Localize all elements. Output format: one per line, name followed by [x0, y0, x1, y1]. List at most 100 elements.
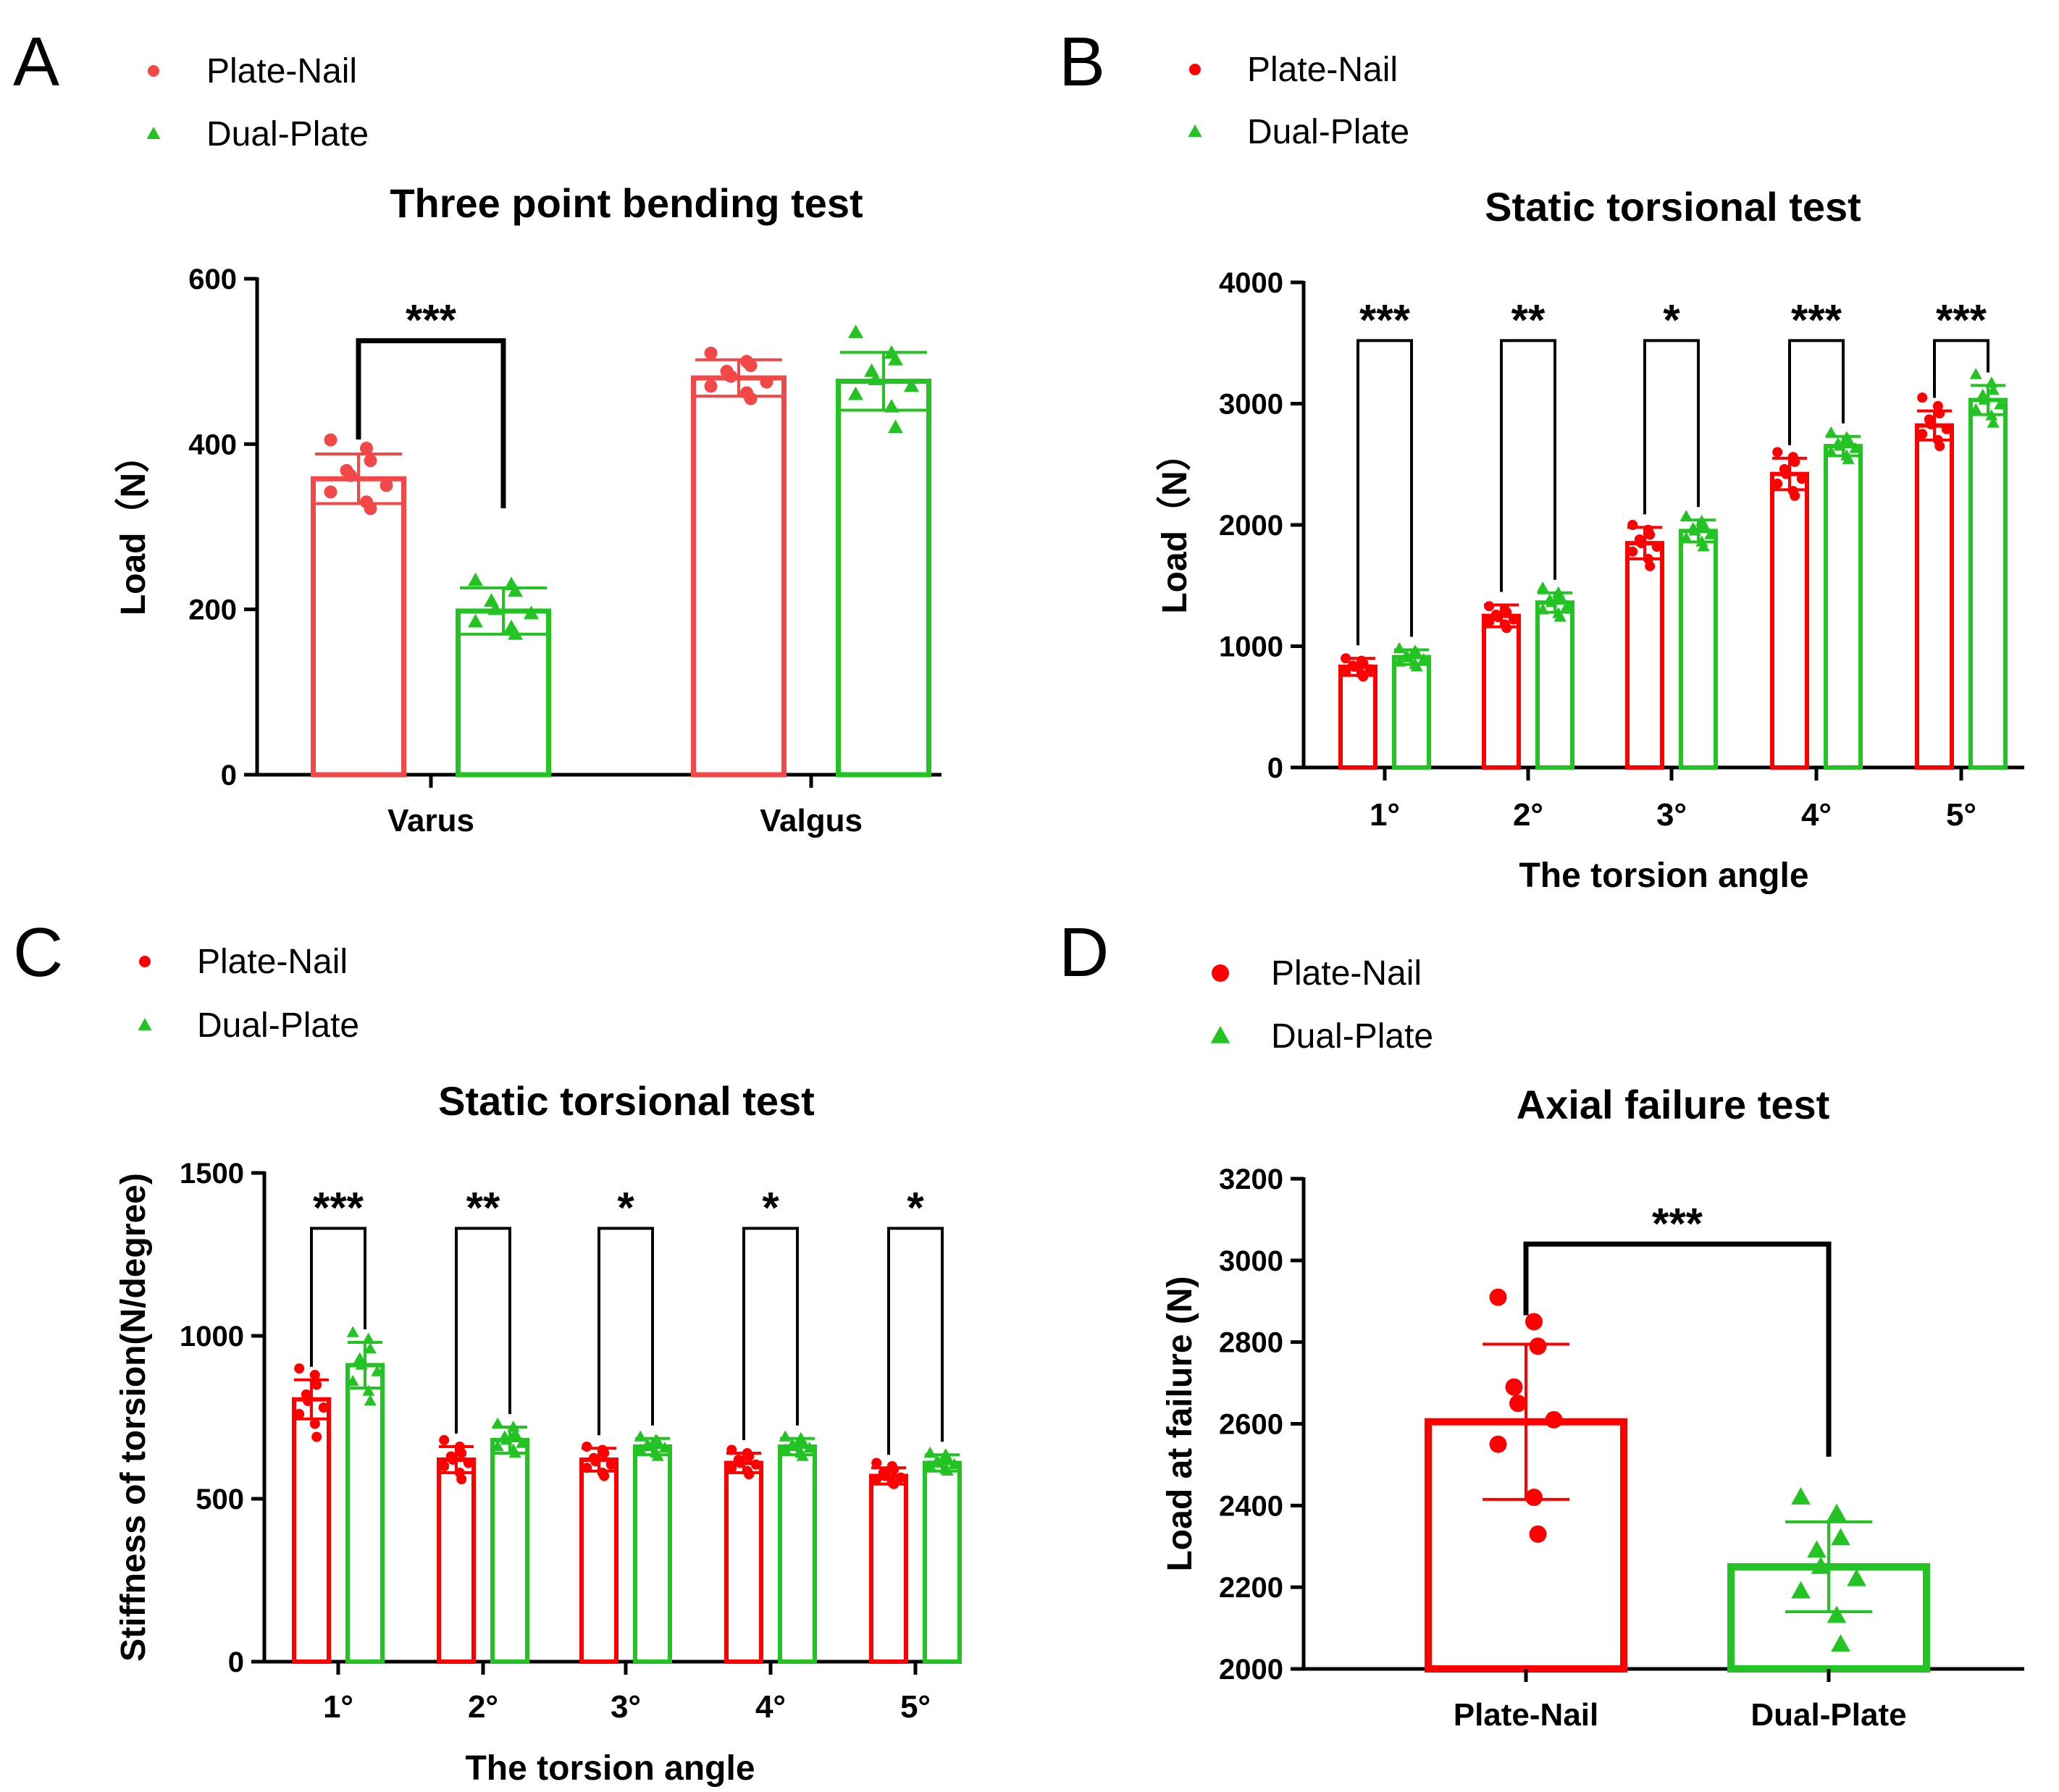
- bar-dual-plate-1: [1535, 600, 1574, 770]
- significance-bracket: [356, 338, 506, 508]
- data-point-dual-plate: [1969, 403, 1982, 415]
- data-point-dual-plate: [779, 1443, 792, 1455]
- bar-plate-nail-4: [869, 1473, 908, 1664]
- data-point-plate-nail: [590, 1456, 601, 1467]
- data-point-plate-nail: [1529, 1337, 1547, 1355]
- data-point-dual-plate: [1994, 398, 2007, 410]
- data-point-plate-nail: [1790, 490, 1800, 501]
- data-point-plate-nail: [294, 1363, 305, 1374]
- data-point-plate-nail: [726, 1444, 737, 1455]
- data-point-dual-plate: [1849, 442, 1862, 453]
- data-point-dual-plate: [651, 1435, 664, 1447]
- x-category-label: Varus: [387, 803, 474, 838]
- significance-label: ***: [1652, 1199, 1703, 1248]
- data-point-plate-nail: [1358, 657, 1369, 668]
- data-point-dual-plate: [1842, 453, 1855, 464]
- data-point-plate-nail: [1358, 671, 1369, 682]
- data-point-dual-plate: [516, 1436, 529, 1448]
- data-point-plate-nail: [744, 358, 758, 372]
- data-point-dual-plate: [634, 1443, 647, 1455]
- data-point-dual-plate: [848, 324, 863, 338]
- data-point-plate-nail: [439, 1461, 450, 1471]
- data-point-plate-nail: [456, 1448, 467, 1458]
- data-point-dual-plate: [1545, 596, 1558, 607]
- significance-label: *: [907, 1184, 924, 1232]
- data-point-dual-plate: [1985, 409, 1998, 421]
- data-point-dual-plate: [803, 1442, 816, 1453]
- y-tick-label: 2800: [1219, 1327, 1283, 1359]
- y-tick-label: 4000: [1219, 267, 1283, 299]
- data-point-plate-nail: [1781, 468, 1792, 479]
- bar-dual-plate-0: [345, 1363, 385, 1664]
- x-category-label: 1°: [323, 1689, 353, 1725]
- data-point-plate-nail: [1796, 474, 1807, 484]
- data-point-plate-nail: [744, 1451, 755, 1462]
- data-point-plate-nail: [1941, 424, 1952, 434]
- legend-marker-dual-plate: [1188, 125, 1202, 137]
- x-category-label: Valgus: [760, 803, 863, 838]
- data-point-dual-plate: [1824, 426, 1837, 437]
- significance-bracket: [1500, 339, 1556, 592]
- data-point-dual-plate: [884, 398, 899, 413]
- data-point-dual-plate: [941, 1464, 954, 1476]
- x-axis-label: The torsion angle: [465, 1749, 755, 1788]
- data-point-plate-nail: [1341, 666, 1351, 677]
- significance-bracket: [310, 1227, 366, 1367]
- data-point-dual-plate: [1410, 660, 1423, 672]
- legend-label-dual-plate: Dual-Plate: [1271, 1017, 1433, 1056]
- legend-marker-dual-plate: [1210, 1026, 1230, 1043]
- data-point-plate-nail: [1489, 1435, 1507, 1453]
- data-point-dual-plate: [346, 1326, 359, 1337]
- significance-label: ***: [406, 296, 457, 345]
- data-point-plate-nail: [704, 379, 718, 393]
- data-point-dual-plate: [1807, 1540, 1827, 1558]
- y-tick-label: 2000: [1219, 510, 1283, 542]
- y-tick-label: 0: [221, 760, 237, 791]
- data-point-plate-nail: [1489, 1288, 1507, 1306]
- y-tick-label: 0: [228, 1646, 244, 1678]
- data-point-plate-nail: [1772, 479, 1783, 489]
- legend-label-dual-plate: Dual-Plate: [197, 1006, 359, 1045]
- y-tick-label: 200: [188, 594, 237, 626]
- data-point-dual-plate: [468, 572, 483, 586]
- data-point-dual-plate: [1680, 510, 1693, 521]
- data-point-dual-plate: [1417, 652, 1430, 665]
- panel-letter-c: C: [13, 914, 63, 991]
- legend-label-plate-nail: Plate-Nail: [1247, 51, 1398, 89]
- data-point-plate-nail: [1790, 456, 1800, 467]
- x-category-label: Dual-Plate: [1750, 1697, 1906, 1733]
- data-point-plate-nail: [1364, 664, 1375, 675]
- chart-title: Static torsional test: [438, 1078, 815, 1124]
- data-point-dual-plate: [941, 1451, 954, 1463]
- data-point-plate-nail: [704, 346, 718, 360]
- data-point-dual-plate: [508, 1447, 521, 1458]
- data-point-dual-plate: [1536, 581, 1549, 593]
- y-tick-label: 2000: [1219, 1654, 1283, 1686]
- data-point-dual-plate: [1791, 1581, 1811, 1599]
- data-point-dual-plate: [500, 1434, 513, 1445]
- bar-dual-plate-1: [836, 379, 931, 778]
- data-point-plate-nail: [1493, 612, 1504, 623]
- data-point-dual-plate: [923, 1447, 936, 1458]
- data-point-plate-nail: [889, 1478, 899, 1489]
- data-point-plate-nail: [318, 1402, 329, 1413]
- significance-bracket: [597, 1227, 654, 1436]
- data-point-dual-plate: [371, 1365, 384, 1376]
- data-point-plate-nail: [456, 1474, 467, 1484]
- significance-label: *: [1663, 295, 1680, 344]
- data-point-dual-plate: [888, 419, 903, 434]
- data-point-dual-plate: [932, 1456, 945, 1468]
- data-point-plate-nail: [1772, 447, 1783, 458]
- legend-marker-dual-plate: [146, 127, 161, 139]
- data-point-plate-nail: [309, 1418, 320, 1429]
- bar-plate-nail-0: [311, 476, 406, 778]
- data-point-plate-nail: [294, 1409, 305, 1419]
- significance-label: **: [466, 1184, 500, 1232]
- data-point-plate-nail: [1636, 538, 1647, 549]
- data-point-plate-nail: [303, 1396, 314, 1406]
- data-point-dual-plate: [468, 613, 483, 628]
- data-point-plate-nail: [1934, 441, 1945, 452]
- data-point-dual-plate: [1697, 518, 1710, 530]
- data-point-dual-plate: [948, 1457, 961, 1470]
